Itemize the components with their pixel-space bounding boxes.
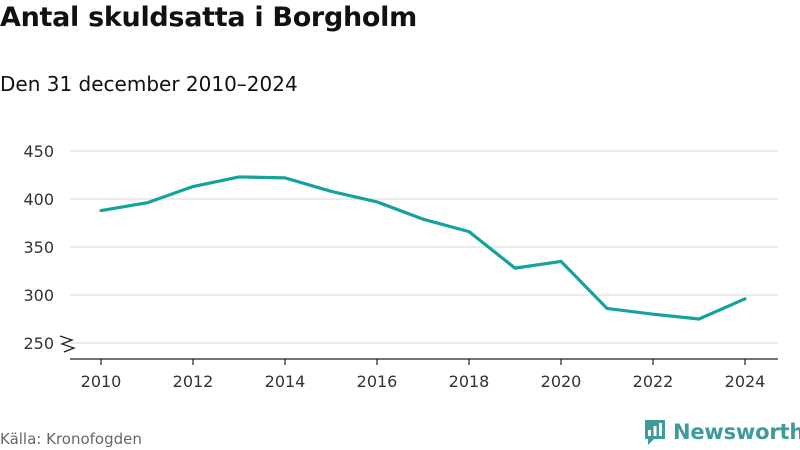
data-point: [743, 297, 747, 301]
y-tick-label: 250: [23, 334, 54, 353]
data-point: [375, 200, 379, 204]
brand-name: Newsworthy: [673, 420, 800, 444]
x-tick-label: 2014: [265, 372, 306, 391]
x-tick-label: 2020: [541, 372, 582, 391]
chart-subtitle: Den 31 december 2010–2024: [0, 72, 298, 96]
data-point: [605, 306, 609, 310]
data-point: [513, 266, 517, 270]
chart-title: Antal skuldsatta i Borgholm: [0, 2, 417, 33]
series-line: [99, 175, 747, 321]
data-point: [145, 201, 149, 205]
data-point: [651, 312, 655, 316]
x-tick-label: 2024: [725, 372, 766, 391]
data-point: [697, 317, 701, 321]
newsworthy-logo-icon: [645, 420, 665, 445]
y-tick-label: 450: [23, 142, 54, 161]
x-tick-label: 2022: [633, 372, 674, 391]
data-point: [283, 176, 287, 180]
x-tick-label: 2016: [357, 372, 398, 391]
y-tick-label: 300: [23, 286, 54, 305]
data-point: [99, 209, 103, 213]
data-point: [559, 259, 563, 263]
y-tick-label: 400: [23, 190, 54, 209]
brand-logo: Newsworthy: [643, 418, 800, 446]
data-point: [237, 175, 241, 179]
data-point: [421, 217, 425, 221]
x-tick-label: 2010: [81, 372, 122, 391]
y-tick-label: 350: [23, 238, 54, 257]
data-point: [191, 185, 195, 189]
axis-break-icon: [59, 335, 76, 353]
data-point: [467, 230, 471, 234]
data-point: [329, 189, 333, 193]
source-note: Källa: Kronofogden: [0, 430, 142, 448]
x-tick-label: 2018: [449, 372, 490, 391]
x-tick-label: 2012: [173, 372, 214, 391]
